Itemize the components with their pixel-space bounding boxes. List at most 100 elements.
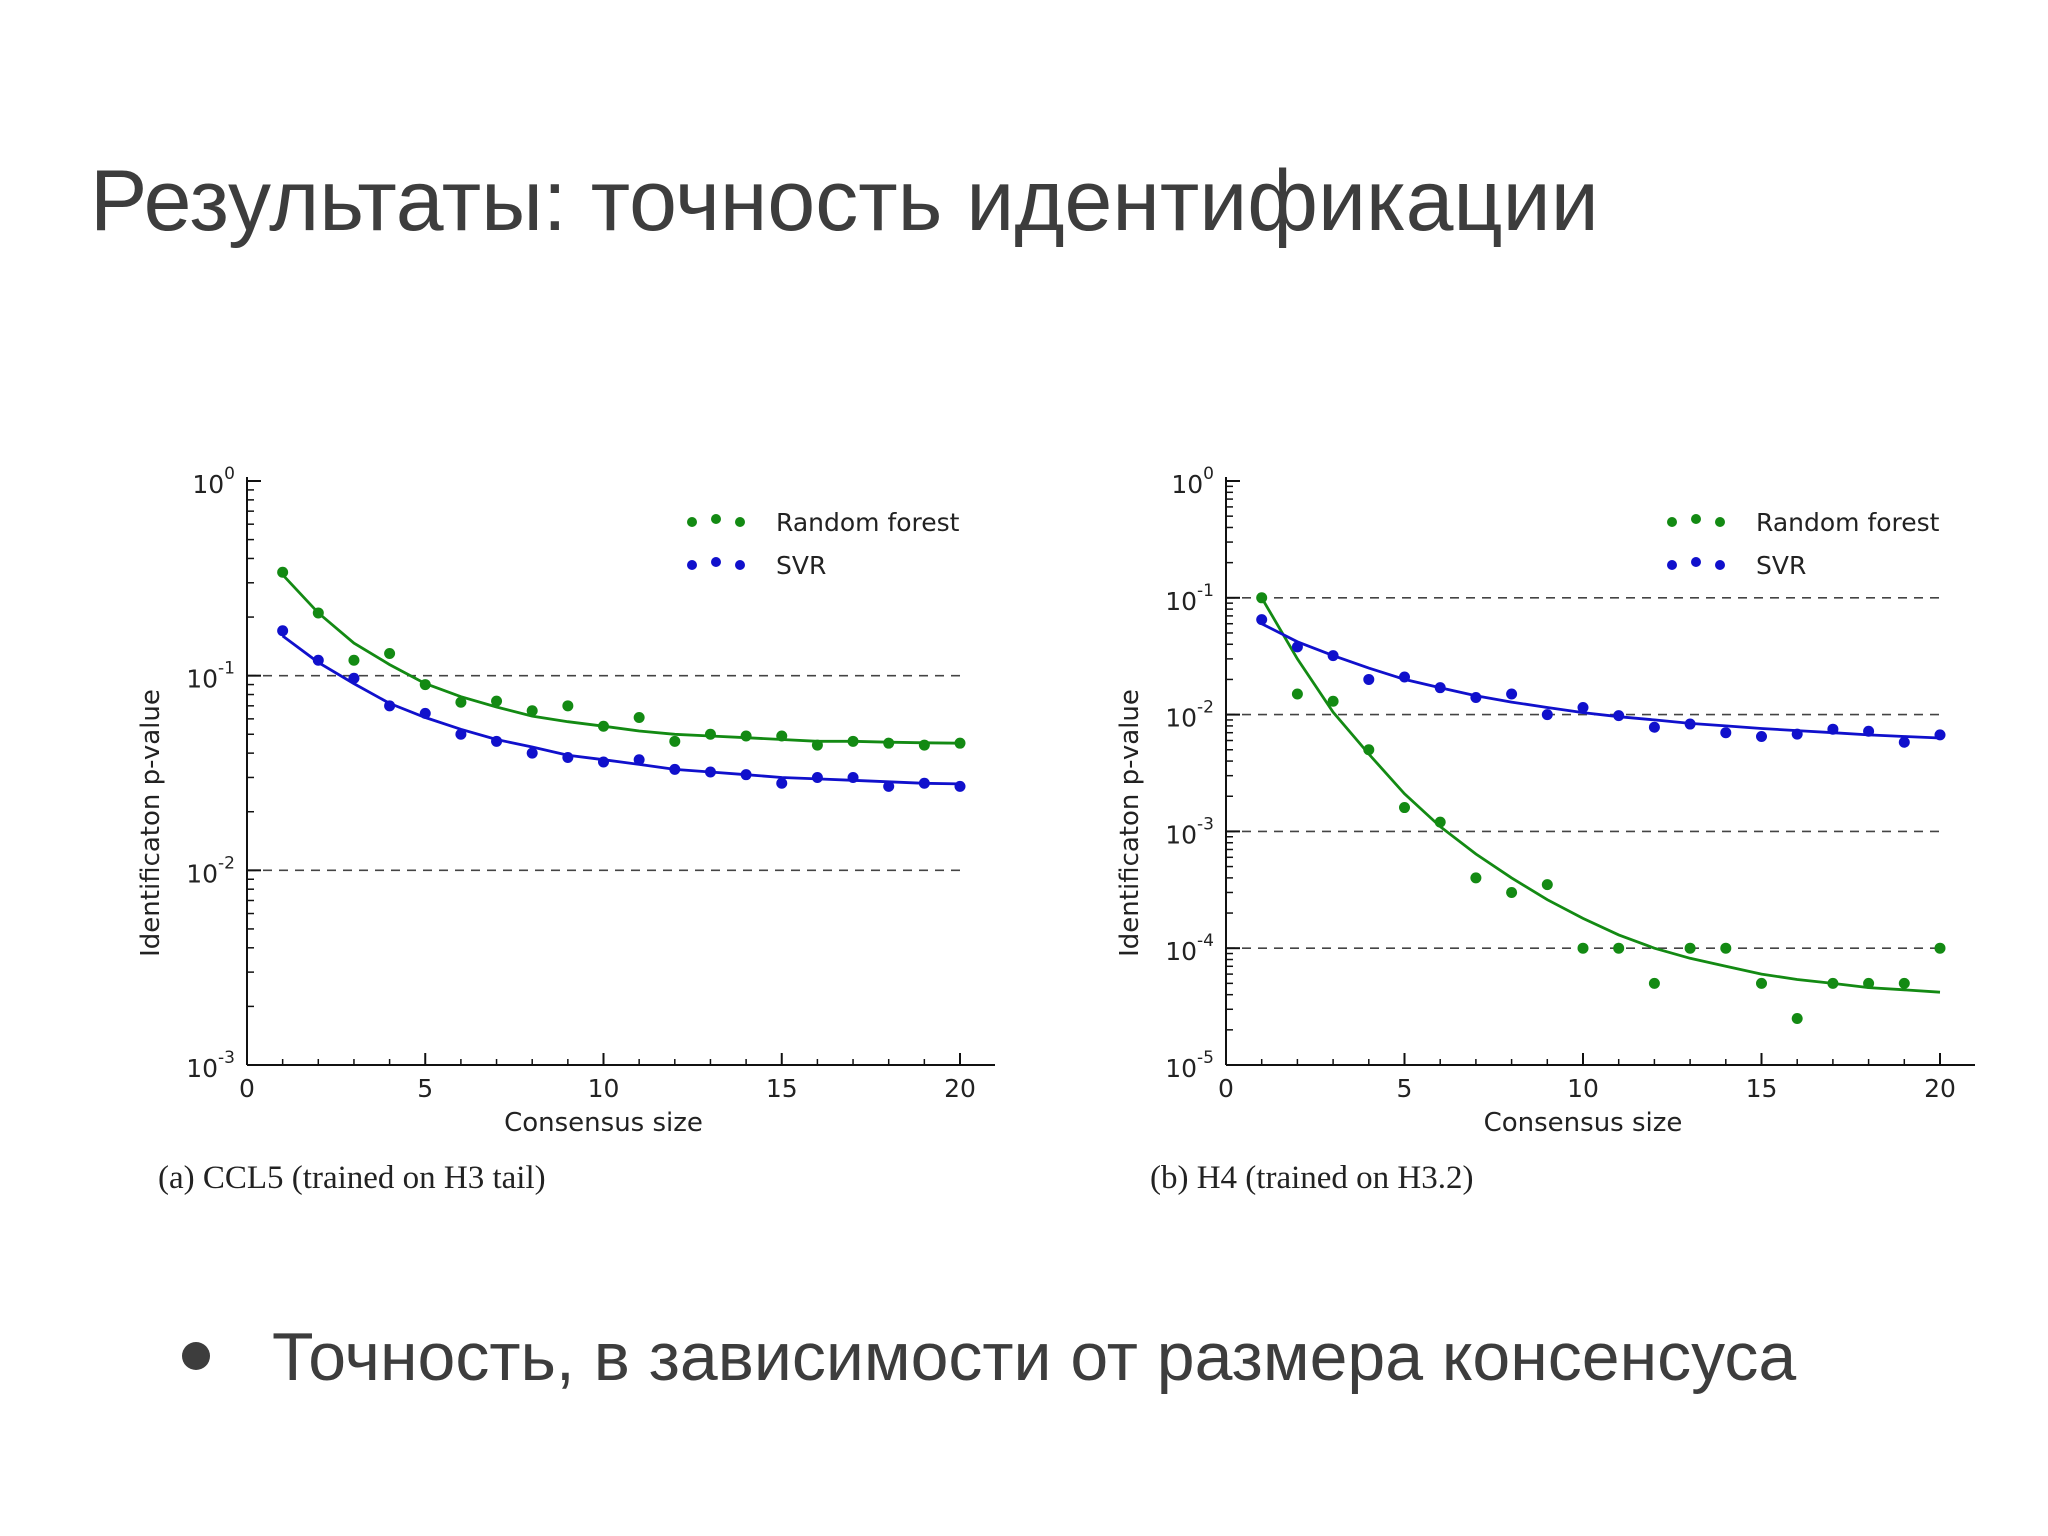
fit-line-1 [281,634,961,786]
data-point [1363,673,1375,685]
data-point [1470,872,1482,884]
bullet-text: Точность, в зависимости от размера консе… [272,1319,1797,1395]
y-tick-label: 10-2 [186,853,235,888]
data-point [1648,721,1660,733]
data-point [740,730,752,742]
data-point [1291,641,1303,653]
data-point [598,720,609,732]
data-point [1470,692,1482,704]
data-point [1684,718,1696,730]
data-point [1898,736,1910,748]
legend-marker [711,557,721,567]
data-point [1506,688,1518,700]
legend-marker [687,517,697,527]
x-tick-label: 5 [417,1074,433,1103]
data-point [1541,709,1553,721]
data-point [1613,710,1625,722]
data-point [954,737,966,749]
data-point [1541,879,1553,891]
data-point [1898,977,1910,989]
data-point [811,771,823,783]
data-point [1613,942,1625,954]
data-point [1791,728,1803,740]
data-point [883,780,895,792]
x-tick-label: 0 [239,1074,255,1103]
data-point [1720,942,1732,954]
data-point [776,777,788,789]
x-tick-label: 5 [1397,1074,1413,1103]
data-point [1720,727,1732,739]
data-point [1934,729,1946,741]
legend-marker [711,514,721,524]
data-point [455,696,467,708]
data-point [1648,977,1660,989]
x-tick-label: 10 [1567,1074,1599,1103]
y-axis-label: Identificaton p-value [1115,689,1145,957]
legend-label: Random forest [776,508,960,537]
legend-marker [1715,560,1725,570]
x-tick-label: 20 [944,1074,976,1103]
data-point [1291,688,1303,700]
legend-label: SVR [1756,551,1806,580]
data-point [633,754,645,766]
data-point [1756,977,1767,989]
data-point [954,780,966,792]
bullet-item: Точность, в зависимости от размера консе… [182,1318,1796,1396]
data-point [883,737,895,749]
x-tick-label: 15 [1746,1074,1778,1103]
data-point [491,695,503,707]
data-point [1399,802,1410,814]
data-point [633,711,645,723]
data-point [1434,816,1446,828]
y-tick-label: 10-3 [186,1048,235,1083]
data-point [1684,942,1696,954]
y-tick-label: 100 [192,464,235,499]
y-tick-label: 10-4 [1165,931,1214,966]
fit-line-0 [1260,597,1941,994]
data-point [384,700,396,712]
data-point [419,679,431,691]
data-point [562,751,574,763]
legend-label: Random forest [1756,508,1940,537]
data-point [776,730,788,742]
data-point [704,766,716,778]
data-point [1827,977,1839,989]
data-point [847,771,859,783]
data-point [1863,725,1875,737]
data-point [312,654,324,666]
chart-0: 100 10-1 10-2 10-30 5 10 15 20 Consensus size Ide… [136,464,995,1138]
data-point [526,747,538,759]
data-point [1327,695,1339,707]
data-point [740,769,752,781]
data-point [1577,942,1589,954]
y-tick-label: 10-1 [186,659,235,694]
x-axis-label: Consensus size [504,1108,703,1138]
data-point [1577,702,1589,714]
bullet-dot-icon [182,1342,210,1371]
slide-title: Результаты: точность идентификации [90,153,1599,249]
data-point [1434,682,1446,694]
data-point [562,700,574,712]
x-tick-label: 10 [588,1074,620,1103]
data-point [526,705,538,717]
legend-marker [1667,517,1677,527]
data-point [277,566,289,578]
data-point [918,739,930,751]
data-point [1863,977,1875,989]
data-point [1506,886,1518,898]
data-point [1934,942,1946,954]
data-point [1256,592,1268,604]
x-tick-label: 0 [1218,1074,1234,1103]
data-point [811,739,823,751]
legend-label: SVR [776,551,826,580]
data-point [704,728,716,740]
chart-1: 100 10-1 10-2 10-3 10-4 10-50 5 10 15 20 Consensus… [1115,464,1975,1138]
data-point [348,672,360,684]
legend-marker [735,517,745,527]
data-point [1827,723,1839,735]
data-point [455,728,467,740]
legend-marker [1691,514,1701,524]
legend-marker [1715,517,1725,527]
data-point [669,735,681,747]
